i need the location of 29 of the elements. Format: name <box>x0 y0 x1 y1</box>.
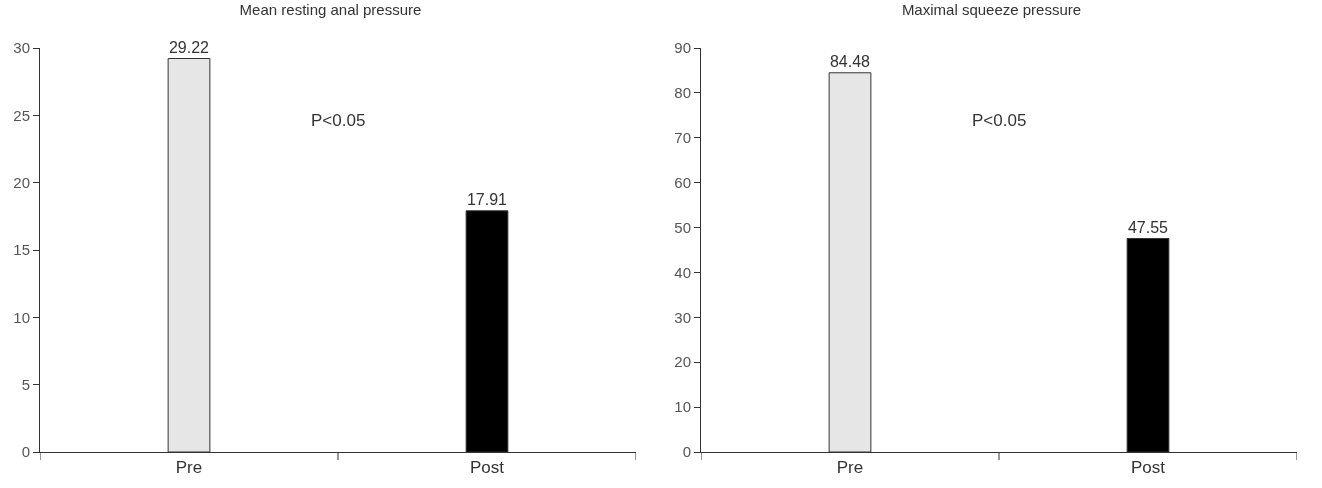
annotation: P<0.05 <box>972 111 1027 130</box>
y-tick-label: 50 <box>674 218 691 236</box>
chart-title: Mean resting anal pressure <box>239 1 422 19</box>
y-tick-label: 40 <box>674 263 691 281</box>
y-tick-label: 30 <box>13 39 30 57</box>
x-tick-label: Post <box>1130 458 1166 478</box>
y-tick-label: 25 <box>13 106 30 124</box>
data-label: 17.91 <box>466 190 508 208</box>
y-tick-label: 10 <box>13 308 30 326</box>
y-tick-label: 0 <box>682 443 691 461</box>
data-label: 29.22 <box>168 38 210 56</box>
x-tick-label: Pre <box>836 458 864 478</box>
y-tick-label: 70 <box>674 129 691 147</box>
y-tick-label: 0 <box>21 443 30 461</box>
y-tick-label: 20 <box>674 353 691 371</box>
chart-title: Maximal squeeze pressure <box>901 1 1082 19</box>
y-tick-label: 15 <box>13 241 30 259</box>
y-tick-label: 90 <box>674 39 691 57</box>
y-tick-label: 80 <box>674 84 691 102</box>
y-tick-label: 20 <box>13 173 30 191</box>
data-label: 47.55 <box>1127 218 1169 236</box>
annotation: P<0.05 <box>311 111 366 130</box>
x-tick-label: Pre <box>175 458 203 478</box>
y-tick-label: 30 <box>674 308 691 326</box>
data-label: 84.48 <box>829 52 871 70</box>
y-tick-label: 60 <box>674 173 691 191</box>
x-tick-label: Post <box>469 458 505 478</box>
y-tick-label: 5 <box>21 375 30 393</box>
y-tick-label: 10 <box>674 398 691 416</box>
